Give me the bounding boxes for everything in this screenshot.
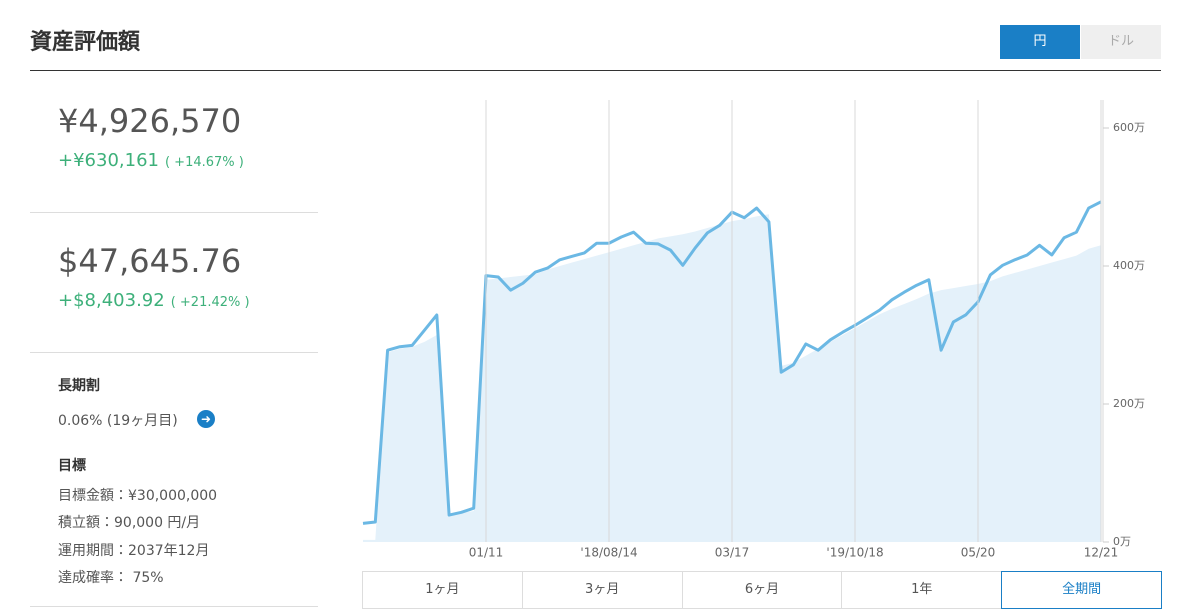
y-tick-label: 400万 (1113, 259, 1145, 272)
discount-title: 長期割 (58, 378, 100, 394)
discount-text: 0.06% (19ヶ月目) (58, 413, 178, 429)
goal-item: 目標金額：¥30,000,000 (58, 488, 218, 504)
x-tick-label: 12/21 (1084, 546, 1119, 560)
range-button[interactable]: 6ヶ月 (681, 571, 843, 609)
x-tick-label: '19/10/18 (826, 546, 883, 560)
range-button[interactable]: 1ヶ月 (362, 571, 523, 609)
currency-button[interactable]: ドル (1081, 25, 1161, 59)
gain-rate: ( +21.42% ) (170, 295, 250, 310)
gain-rate: ( +14.67% ) (164, 155, 244, 170)
divider (30, 212, 318, 213)
jpy-gain: +¥630,161 ( +14.67% ) (58, 150, 244, 171)
goal-title: 目標 (58, 458, 86, 474)
currency-button[interactable]: 円 (1000, 25, 1080, 59)
usd-gain: +$8,403.92 ( +21.42% ) (58, 290, 250, 311)
x-tick-label: 05/20 (961, 546, 996, 560)
gain-value: +$8,403.92 (58, 290, 165, 311)
y-tick-label: 200万 (1113, 397, 1145, 410)
gain-value: +¥630,161 (58, 150, 159, 171)
goal-item: 運用期間：2037年12月 (58, 543, 210, 559)
range-button[interactable]: 3ヶ月 (521, 571, 683, 609)
divider (30, 352, 318, 353)
x-tick-label: 01/11 (469, 546, 504, 560)
usd-amount: $47,645.76 (58, 242, 242, 280)
range-buttons: 1ヶ月 3ヶ月 6ヶ月 1年 全期間 (362, 571, 1162, 609)
goal-item: 積立額：90,000 円/月 (58, 515, 201, 531)
divider (30, 70, 1161, 71)
range-button[interactable]: 全期間 (1001, 571, 1162, 609)
y-tick-label: 0万 (1113, 535, 1131, 548)
jpy-amount: ¥4,926,570 (58, 102, 242, 140)
x-tick-label: 03/17 (715, 546, 750, 560)
divider (30, 606, 318, 607)
range-button[interactable]: 1年 (841, 571, 1003, 609)
arrow-button[interactable]: ➜ (197, 410, 215, 428)
y-tick-label: 600万 (1113, 121, 1145, 134)
x-tick-label: '18/08/14 (580, 546, 637, 560)
page-title: 資産評価額 (30, 30, 141, 55)
goal-item: 達成確率： 75% (58, 570, 164, 586)
